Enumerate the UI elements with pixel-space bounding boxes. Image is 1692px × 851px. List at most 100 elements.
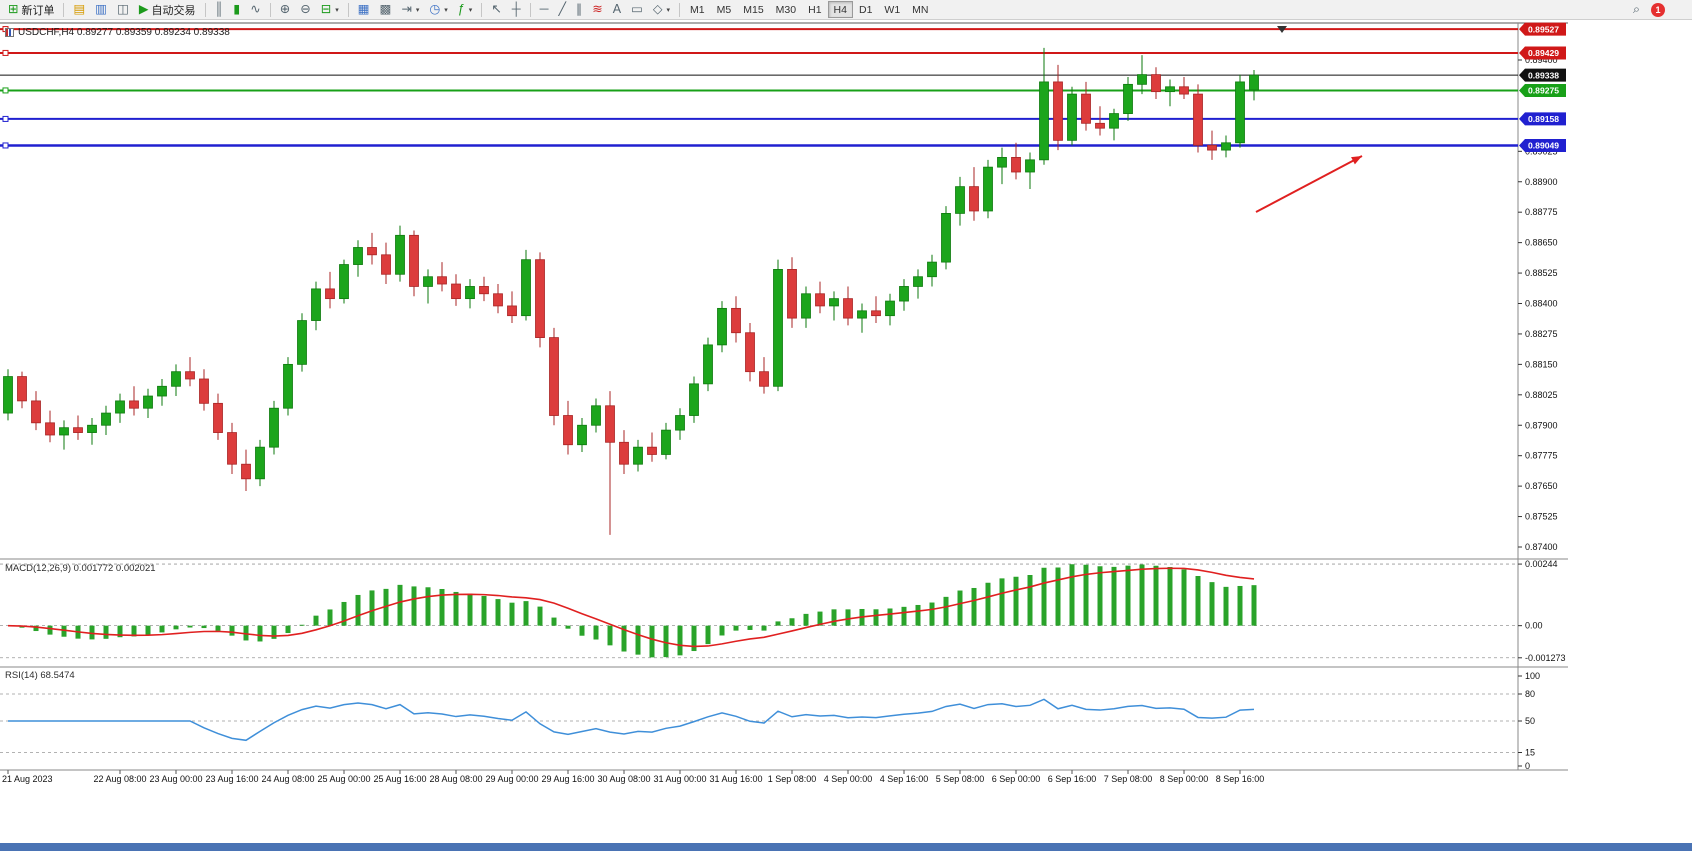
dropdown-arrow-icon: ▾ — [335, 6, 339, 14]
market-watch-icon: ▥ — [95, 2, 108, 17]
arrows-icon: ◇ — [652, 2, 663, 17]
svg-text:80: 80 — [1525, 689, 1535, 699]
dropdown-arrow-icon: ▾ — [415, 6, 420, 14]
dropdown-arrow-icon: ▾ — [444, 6, 448, 14]
timeframe-button-m5[interactable]: M5 — [711, 1, 738, 18]
zoom-out-icon: ⊖ — [300, 2, 311, 17]
chart-shift-button[interactable]: ⇥ ▾ — [396, 1, 424, 18]
text-label-tool-button[interactable]: ▭ — [626, 1, 648, 18]
svg-text:50: 50 — [1525, 716, 1535, 726]
text-icon: A — [612, 2, 622, 17]
crosshair-tool-button[interactable]: ┼ — [507, 1, 526, 18]
dropdown-arrow-icon: ▾ — [666, 6, 671, 14]
svg-text:5 Sep 08:00: 5 Sep 08:00 — [936, 774, 985, 784]
svg-text:23 Aug 00:00: 23 Aug 00:00 — [149, 774, 202, 784]
svg-text:29 Aug 00:00: 29 Aug 00:00 — [485, 774, 538, 784]
channel-tool-button[interactable]: ∥ — [571, 1, 587, 18]
line-chart-icon: ∿ — [250, 2, 261, 17]
tile-windows-icon: ⊟ — [320, 2, 332, 17]
svg-text:0.89400: 0.89400 — [1525, 55, 1558, 65]
cursor-icon: ↖ — [491, 2, 502, 17]
new-order-button[interactable]: ⊞ 新订单 — [3, 1, 59, 18]
candlestick-series — [3, 47, 1259, 535]
rsi-indicator — [0, 693, 1518, 753]
horizontal-line-icon: ─ — [539, 2, 549, 17]
auto-scroll-icon: ◷ — [429, 2, 441, 17]
bar-chart-button[interactable]: ║ — [210, 1, 229, 18]
svg-text:8 Sep 00:00: 8 Sep 00:00 — [1160, 774, 1209, 784]
timeframe-button-h4[interactable]: H4 — [827, 1, 853, 18]
trendline-icon: ╱ — [558, 2, 567, 17]
search-icon: ⌕ — [1632, 2, 1640, 17]
profiles-button[interactable]: ▤ — [68, 1, 90, 18]
tile-windows-button[interactable]: ⊟ ▾ — [316, 1, 344, 18]
timeframe-button-m15[interactable]: M15 — [737, 1, 769, 18]
svg-text:0.89527: 0.89527 — [1528, 24, 1559, 34]
price-axis[interactable]: 0.894000.890250.889000.887750.886500.885… — [1518, 55, 1558, 552]
svg-text:0.00244: 0.00244 — [1525, 559, 1558, 569]
svg-text:7 Sep 08:00: 7 Sep 08:00 — [1104, 774, 1153, 784]
bar-chart-icon: ║ — [214, 2, 224, 17]
auto-scroll-button[interactable]: ◷ ▾ — [424, 1, 452, 18]
horizontal-line-tool-button[interactable]: ─ — [535, 1, 554, 18]
svg-text:0.88275: 0.88275 — [1525, 329, 1558, 339]
timeframe-button-h1[interactable]: H1 — [802, 1, 827, 18]
timeframe-button-m1[interactable]: M1 — [684, 1, 711, 18]
svg-text:0.89429: 0.89429 — [1528, 48, 1559, 58]
svg-text:0.87400: 0.87400 — [1525, 542, 1558, 552]
svg-text:8 Sep 16:00: 8 Sep 16:00 — [1216, 774, 1265, 784]
svg-text:31 Aug 16:00: 31 Aug 16:00 — [709, 774, 762, 784]
cascade-windows-icon: ▩ — [379, 2, 392, 17]
timeframe-button-d1[interactable]: D1 — [853, 1, 878, 18]
zoom-out-button[interactable]: ⊖ — [295, 1, 315, 18]
time-axis[interactable]: 21 Aug 2023 22 Aug 08:00 23 Aug 00:00 23 Au… — [2, 770, 1264, 784]
toolbar-separator — [269, 2, 271, 17]
auto-trading-icon: ▶ — [138, 2, 149, 17]
trendline-tool-button[interactable]: ╱ — [553, 1, 571, 18]
toolbar-right-group: ⌕ 1 — [1628, 1, 1689, 18]
candlestick-chart-icon: ▮ — [233, 2, 241, 17]
auto-trading-button[interactable]: ▶ 自动交易 — [134, 1, 201, 18]
toolbar-separator — [63, 2, 65, 17]
svg-text:21 Aug 2023: 21 Aug 2023 — [2, 774, 53, 784]
timeframe-buttons: M1 M5 M15 M30 H1 H4 D1 W1 MN — [684, 1, 934, 18]
navigator-button[interactable]: ◫ — [112, 1, 134, 18]
arrows-tool-button[interactable]: ◇ ▾ — [648, 1, 675, 18]
text-tool-button[interactable]: A — [608, 1, 626, 18]
notification-badge[interactable]: 1 — [1651, 2, 1665, 17]
new-chart-button[interactable]: ▦ — [353, 1, 375, 18]
toolbar-separator — [347, 2, 349, 17]
search-button[interactable]: ⌕ — [1628, 1, 1645, 18]
window-bottom-border — [0, 843, 1692, 851]
svg-text:30 Aug 08:00: 30 Aug 08:00 — [597, 774, 650, 784]
market-watch-button[interactable]: ▥ — [90, 1, 112, 18]
fibonacci-tool-button[interactable]: ≋ — [587, 1, 607, 18]
auto-trading-label: 自动交易 — [151, 4, 196, 17]
chart-canvas[interactable]: 0.894000.890250.889000.887750.886500.885… — [0, 20, 1568, 792]
cursor-tool-button[interactable]: ↖ — [486, 1, 506, 18]
toolbar-separator — [481, 2, 483, 17]
svg-text:0.88650: 0.88650 — [1525, 238, 1558, 248]
svg-text:100: 100 — [1525, 671, 1540, 681]
svg-text:6 Sep 16:00: 6 Sep 16:00 — [1048, 774, 1097, 784]
timeframe-button-w1[interactable]: W1 — [878, 1, 906, 18]
line-chart-button[interactable]: ∿ — [245, 1, 265, 18]
zoom-in-button[interactable]: ⊕ — [275, 1, 295, 18]
svg-text:25 Aug 00:00: 25 Aug 00:00 — [317, 774, 370, 784]
candlestick-chart-button[interactable]: ▮ — [228, 1, 245, 18]
horizontal-level-lines[interactable] — [0, 26, 1518, 149]
cascade-windows-button[interactable]: ▩ — [375, 1, 397, 18]
svg-text:22 Aug 08:00: 22 Aug 08:00 — [93, 774, 146, 784]
svg-text:0.89158: 0.89158 — [1528, 114, 1559, 124]
timeframe-button-m30[interactable]: M30 — [770, 1, 802, 18]
new-chart-icon: ▦ — [357, 2, 370, 17]
chart-shift-marker[interactable] — [1277, 26, 1287, 33]
toolbar-separator — [679, 2, 681, 17]
timeframe-button-mn[interactable]: MN — [906, 1, 934, 18]
chart-window[interactable]: 0.894000.890250.889000.887750.886500.885… — [0, 20, 1692, 792]
svg-text:1 Sep 08:00: 1 Sep 08:00 — [768, 774, 817, 784]
svg-text:0.88525: 0.88525 — [1525, 268, 1558, 278]
trend-arrow-annotation[interactable] — [1255, 155, 1363, 213]
indicators-button[interactable]: ƒ ▾ — [453, 1, 477, 18]
macd-indicator — [0, 563, 1518, 659]
